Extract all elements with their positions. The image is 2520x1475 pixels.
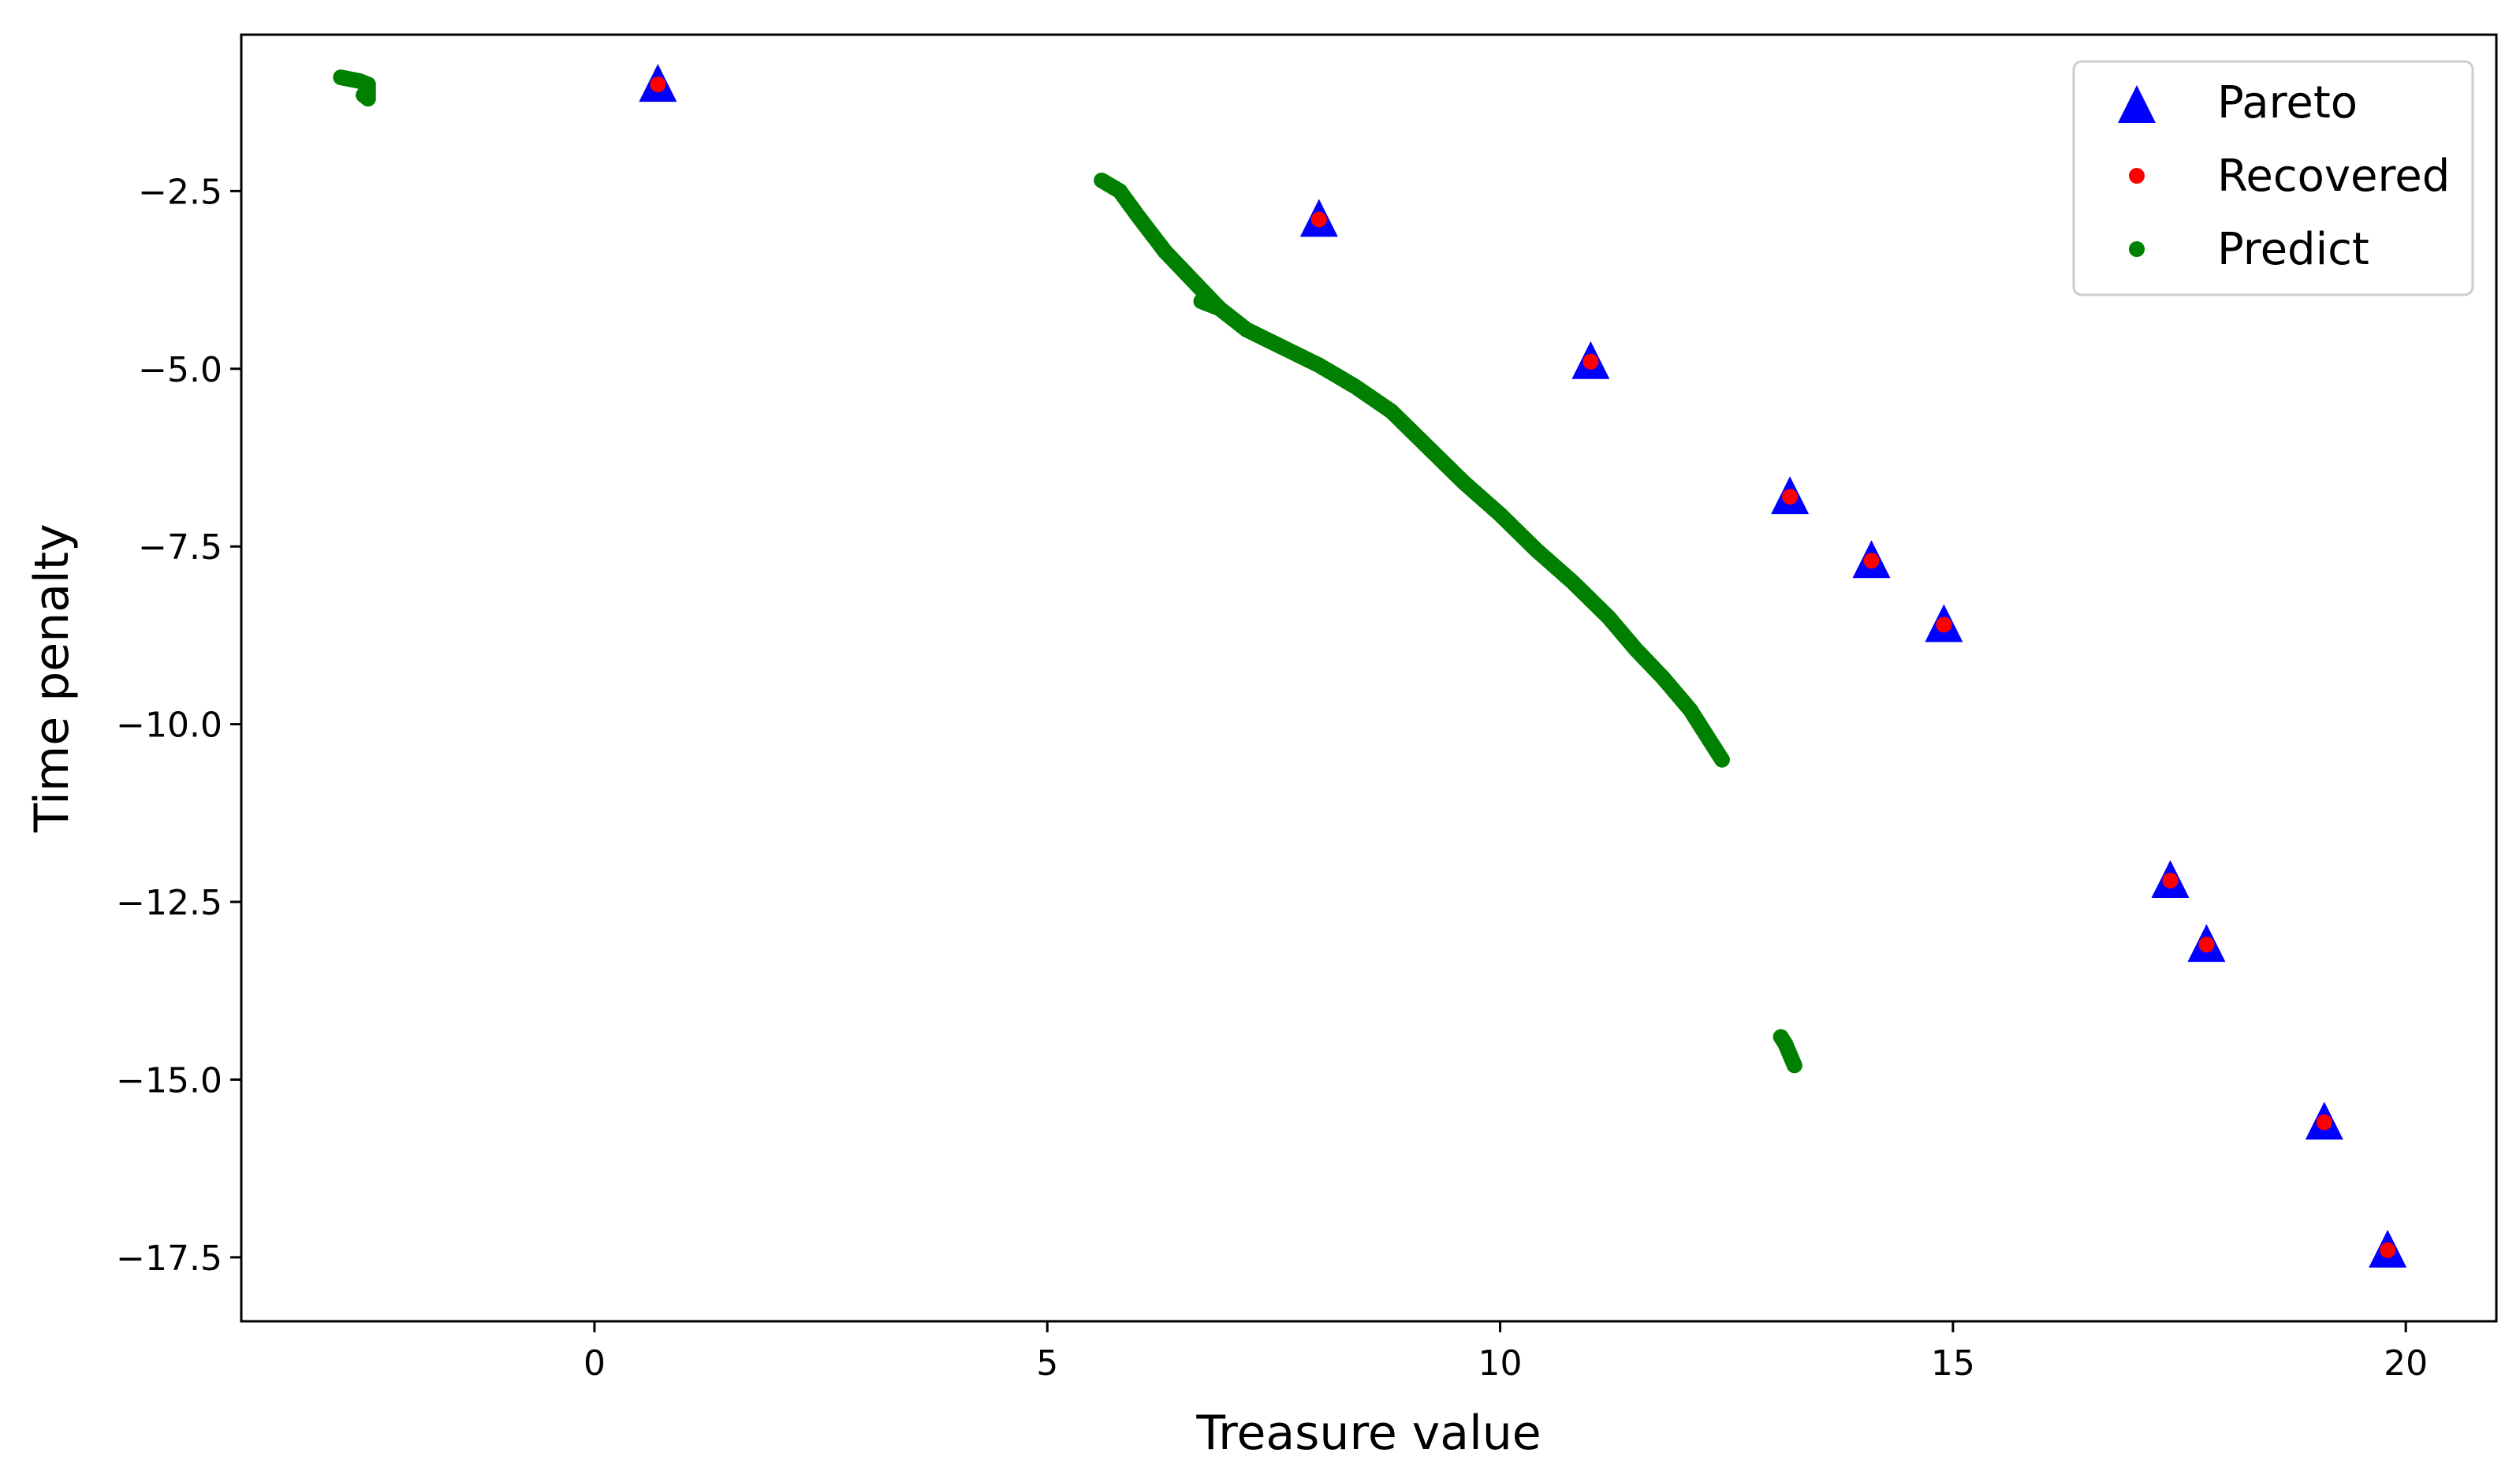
legend-recovered-marker (2129, 168, 2145, 184)
predict-point (1211, 300, 1228, 317)
x-axis: 0 5 10 15 20 (583, 1321, 2428, 1384)
recovered-point (1782, 489, 1799, 505)
y-tick-label: −5.0 (138, 350, 222, 390)
x-tick-label: 15 (1931, 1343, 1975, 1384)
y-axis: −2.5 −5.0 −7.5 −10.0 −12.5 −15.0 −17.5 (116, 172, 241, 1279)
legend-predict-marker (2129, 241, 2145, 257)
legend: Pareto Recovered Predict (2072, 60, 2474, 296)
plot-area-frame (240, 33, 2498, 1323)
x-tick-label: 20 (2384, 1343, 2428, 1384)
predict-point (1786, 1057, 1802, 1074)
x-axis-label: Treasure value (1195, 1406, 1541, 1461)
legend-recovered-label: Recovered (2217, 151, 2450, 202)
y-tick-label: −12.5 (116, 883, 222, 923)
recovered-point (2198, 937, 2215, 953)
recovered-point (1582, 353, 1599, 370)
predict-point (1713, 751, 1730, 768)
x-tick-label: 10 (1478, 1343, 1523, 1384)
y-axis-label: Time penalty (24, 523, 80, 832)
legend-box (2072, 60, 2474, 296)
predict-series (333, 69, 1802, 1074)
recovered-point (1310, 211, 1327, 228)
recovered-point (1863, 553, 1880, 569)
recovered-series (650, 76, 2396, 1258)
y-tick-label: −15.0 (116, 1060, 222, 1101)
y-tick-label: −7.5 (138, 527, 222, 568)
y-tick-label: −17.5 (116, 1238, 222, 1279)
recovered-point (2162, 872, 2179, 888)
legend-pareto-marker (2118, 85, 2156, 123)
x-tick-label: 0 (583, 1343, 606, 1384)
legend-pareto-label: Pareto (2217, 77, 2358, 129)
y-tick-label: −10.0 (116, 706, 222, 746)
recovered-point (1936, 616, 1952, 633)
legend-predict-label: Predict (2217, 224, 2369, 275)
recovered-point (2316, 1114, 2332, 1130)
predict-point (356, 87, 372, 103)
recovered-point (650, 76, 666, 93)
x-tick-label: 5 (1036, 1343, 1058, 1384)
y-tick-label: −2.5 (138, 172, 222, 212)
recovered-point (2380, 1242, 2396, 1258)
